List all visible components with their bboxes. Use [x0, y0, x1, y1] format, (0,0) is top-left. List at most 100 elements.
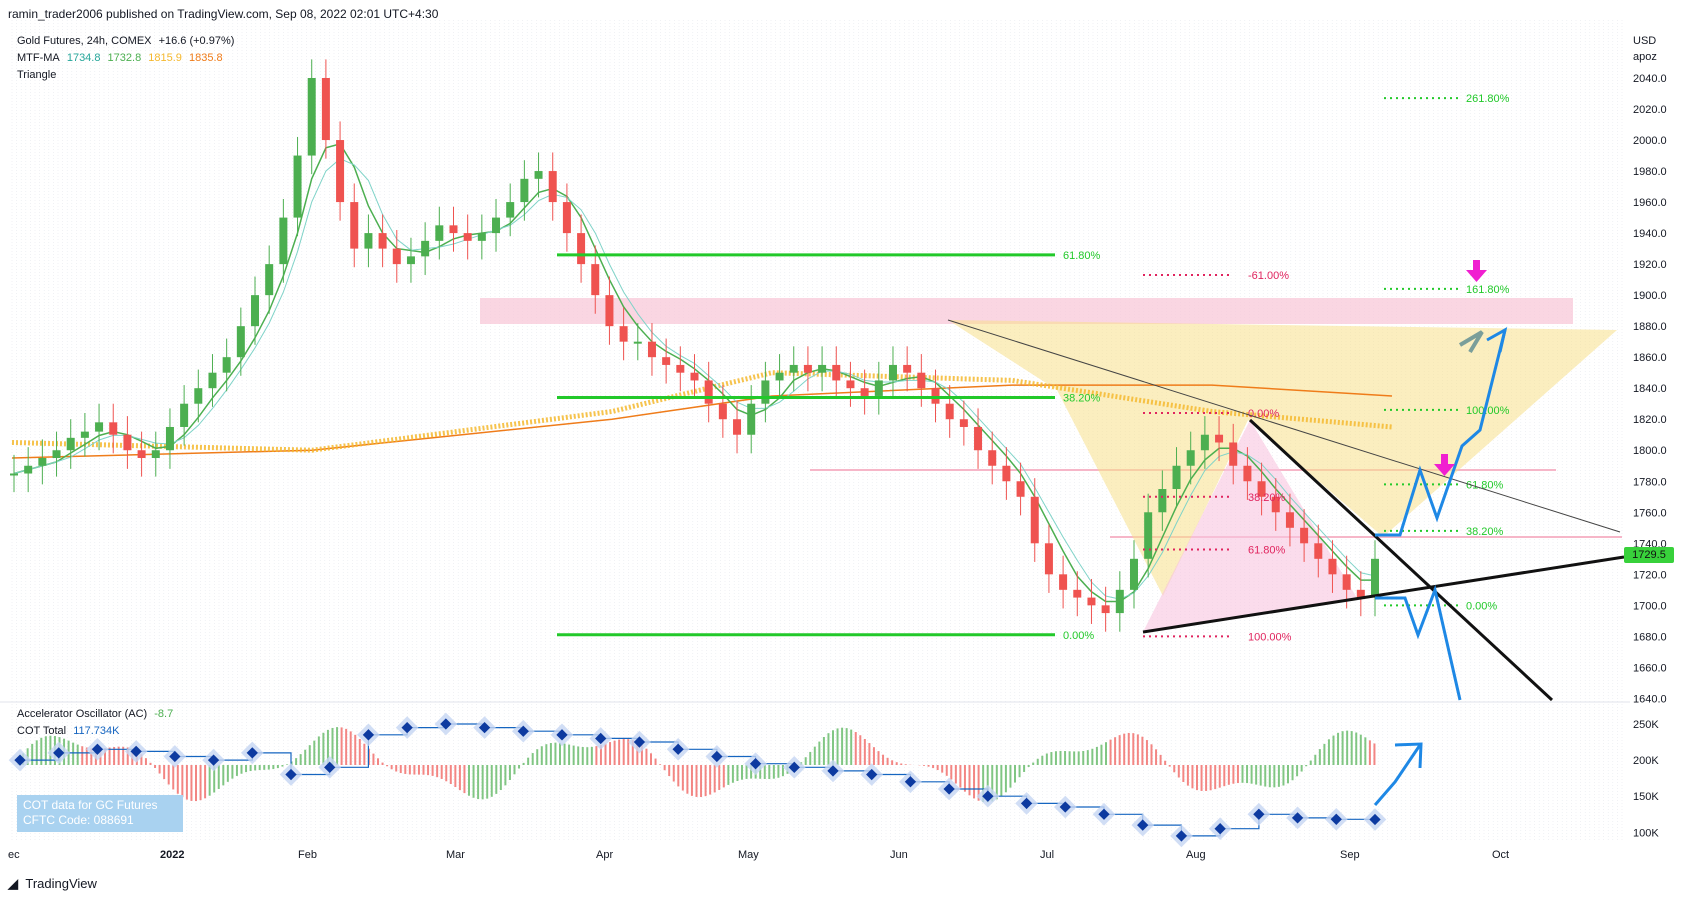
candle-body — [265, 264, 274, 296]
lower-trendline-thick — [1142, 555, 1625, 634]
candle-body — [959, 419, 968, 427]
candle-body — [80, 431, 89, 438]
cot-marker — [169, 750, 181, 763]
candle-body — [1002, 465, 1011, 482]
time-tick-label: Aug — [1186, 849, 1206, 861]
cot-info-line1: COT data for GC Futures — [23, 798, 158, 812]
fib-middle-group: -61.00% 0.00% 38.20% 61.80% 100.00% — [1143, 270, 1292, 643]
cot-marker — [1020, 797, 1033, 810]
candle-body — [435, 225, 444, 241]
candle-body — [463, 233, 472, 241]
candle-body — [888, 364, 897, 381]
candle-body — [1215, 434, 1224, 443]
cot-marker — [1214, 823, 1226, 835]
ma-value-2: 1732.8 — [107, 52, 142, 64]
candle-body — [1172, 465, 1181, 490]
price-tick-label: 2040.0 — [1633, 73, 1667, 85]
candle-body — [988, 450, 997, 466]
fib-right-label: 100.00% — [1466, 405, 1510, 417]
candle-body — [633, 341, 642, 344]
candle-body — [1087, 597, 1096, 606]
candle-body — [647, 341, 656, 358]
price-tick-label: 2020.0 — [1633, 104, 1667, 116]
ma-value-1: 1734.8 — [66, 52, 101, 64]
price-tick-label: 1640.0 — [1633, 693, 1667, 705]
price-tick-label: 1780.0 — [1633, 476, 1667, 488]
fib-mid-label: 61.80% — [1248, 545, 1286, 557]
candle-body — [123, 434, 132, 451]
cot-marker — [982, 790, 994, 802]
cot-marker — [1291, 812, 1304, 824]
cot-legend[interactable]: COT Total 117.734K — [17, 725, 123, 737]
price-axis: 2040.0 2020.0 2000.0 1980.0 1960.0 1940.0 1920… — [1633, 73, 1667, 705]
cot-marker — [788, 761, 800, 773]
candle-body — [165, 426, 174, 451]
candle-body — [832, 364, 841, 381]
candle-body — [605, 295, 614, 327]
candle-body — [1030, 496, 1039, 544]
candle-body — [477, 233, 486, 241]
ac-label: Accelerator Oscillator (AC) — [17, 708, 148, 720]
candle-body — [1101, 605, 1110, 614]
last-price-tag: 1729.5 — [1624, 547, 1674, 563]
symbol-legend[interactable]: Gold Futures, 24h, COMEX +16.6 (+0.97%) — [17, 35, 238, 47]
ma-value-3: 1815.9 — [148, 52, 182, 64]
candle-body — [846, 380, 855, 389]
candle-body — [151, 450, 160, 458]
candle-body — [690, 372, 699, 381]
candle-body — [548, 171, 557, 203]
candle-body — [775, 372, 784, 381]
candle-body — [222, 357, 231, 373]
time-tick-label: Jul — [1040, 849, 1054, 861]
candle-body — [577, 233, 586, 265]
bullish-projection-path — [1375, 329, 1507, 537]
cot-marker — [285, 768, 297, 781]
fib-right-label: 0.00% — [1466, 600, 1497, 612]
candle-body — [789, 364, 798, 373]
candle-body — [903, 364, 912, 373]
candle-body — [492, 217, 501, 234]
candle-body — [917, 372, 926, 389]
upper-trendline-thick — [1248, 418, 1554, 702]
candle-body — [1016, 481, 1025, 497]
target-arrow — [1458, 330, 1484, 354]
price-tick-label: 1980.0 — [1633, 166, 1667, 178]
time-tick-label: 2022 — [160, 849, 184, 861]
footer[interactable]: ◢ TradingView — [8, 876, 97, 892]
cot-marker — [827, 765, 839, 777]
price-tick-label: 2000.0 — [1633, 135, 1667, 147]
price-tick-label: 1720.0 — [1633, 569, 1667, 581]
cot-marker — [633, 736, 646, 748]
publisher-text: ramin_trader2006 published on TradingVie… — [8, 7, 439, 21]
candle-body — [137, 450, 146, 458]
candle-body — [1144, 512, 1153, 559]
time-tick-label: Oct — [1492, 849, 1509, 861]
fib-left-group: 61.80% 38.20% 0.00% — [557, 250, 1101, 642]
fib-right-group: 261.80% 161.80% 100.00% 61.80% 38.20% 0.00% — [1384, 93, 1510, 612]
time-tick-label: Sep — [1340, 849, 1360, 861]
pattern-legend[interactable]: Triangle — [17, 69, 60, 81]
candle-body — [591, 264, 600, 296]
candle-body — [208, 372, 217, 389]
cot-projection-arrowhead — [1394, 742, 1423, 769]
cot-info-line2: CFTC Code: 088691 — [23, 813, 134, 827]
cot-marker — [207, 754, 220, 766]
magenta-arrow-top — [1466, 260, 1487, 282]
ac-value: -8.7 — [154, 708, 174, 720]
ma-legend[interactable]: MTF-MA 1734.8 1732.8 1815.9 1835.8 — [17, 52, 227, 64]
ac-legend[interactable]: Accelerator Oscillator (AC) -8.7 — [17, 708, 177, 720]
tradingview-logo-icon: ◢ — [8, 876, 18, 891]
price-tick-label: 1920.0 — [1633, 259, 1667, 271]
candle-body — [1186, 450, 1195, 466]
cot-projection-path — [1373, 744, 1422, 806]
fib-right-label: 38.20% — [1466, 526, 1504, 538]
candle-body — [1044, 543, 1053, 575]
price-tick-label: 1760.0 — [1633, 507, 1667, 519]
price-tick-label: 1700.0 — [1633, 600, 1667, 612]
cot-marker — [556, 729, 568, 741]
cot-marker — [1330, 813, 1342, 825]
price-tick-label: 1880.0 — [1633, 321, 1667, 333]
candle-body — [562, 202, 571, 234]
cot-marker — [711, 750, 723, 763]
